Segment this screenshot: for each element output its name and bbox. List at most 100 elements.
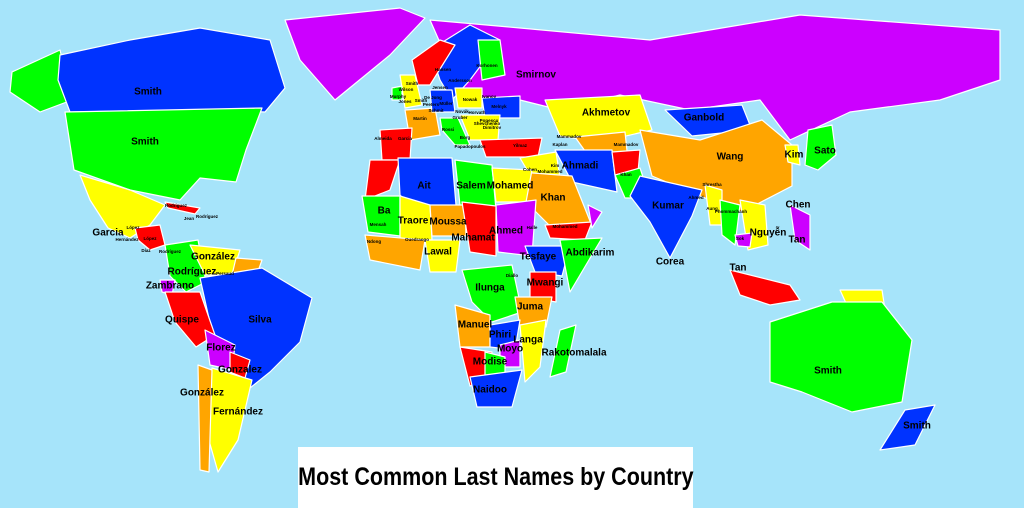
country-name-label: Chen [786,200,811,211]
country-name-label: Rodriguez [165,203,188,208]
country-name-label: Kim [551,163,560,168]
country-name-label: Dimitrov [483,125,502,130]
country-name-label: Jensen [432,85,448,90]
country-niger[interactable] [429,204,467,237]
country-cambodia[interactable] [734,232,753,248]
country-name-label: Garcia [398,136,413,141]
country-name-label: Mohamed [487,181,534,192]
country-usa[interactable] [64,107,263,201]
country-australia[interactable] [769,301,913,413]
country-peru[interactable] [164,291,216,348]
country-cuba[interactable] [164,201,201,215]
country-ukraine[interactable] [481,95,521,119]
country-name-label: Ouedraogo [405,237,429,242]
country-name-label: Moussa [429,217,467,228]
country-name-label: Ndong [367,239,381,244]
country-indonesia[interactable] [729,269,801,306]
countries-layer [9,7,1001,473]
country-name-label: González [191,252,235,263]
country-name-label: Akhmetov [582,108,631,119]
country-norway[interactable] [411,39,456,86]
country-poland[interactable] [454,87,483,109]
country-name-label: Kaplan [552,142,567,147]
country-name-label: Khan [541,193,566,204]
country-thailand[interactable] [719,199,741,246]
country-morocco[interactable] [364,159,401,201]
country-name-label: Tesfaye [520,252,557,263]
country-name-label: Mahamat [451,233,495,244]
country-name-label: López [127,225,141,230]
country-name-label: Jean [184,216,195,221]
country-iberia[interactable] [379,127,413,161]
country-name-label: Halle [527,225,538,230]
country-south-africa[interactable] [469,369,523,408]
country-name-label: Ahmed [489,226,523,237]
country-name-label: Mohammed [552,224,577,229]
country-myanmar[interactable] [704,184,723,226]
country-name-label: Fernández [213,407,263,418]
country-chad[interactable] [461,201,497,257]
country-name-label: Novák [455,109,469,114]
country-ireland[interactable] [391,85,403,101]
country-madagascar[interactable] [549,324,577,378]
country-name-label: Sok [736,236,745,241]
country-name-label: Quispe [165,315,199,326]
country-name-label: González [180,388,224,399]
country-iran[interactable] [554,149,618,193]
country-name-label: Jones [398,99,412,104]
country-finland[interactable] [477,39,506,81]
country-greenland[interactable] [284,7,426,101]
country-name-label: Ilunga [475,283,505,294]
country-india[interactable] [629,175,703,259]
country-canada[interactable] [57,27,286,113]
country-name-label: Zambrano [146,281,194,292]
country-name-label: Wang [717,152,744,163]
country-name-label: Borg [460,135,471,140]
country-name-label: Diallo [506,273,519,278]
country-alaska[interactable] [9,49,73,113]
country-philippines[interactable] [789,204,811,251]
country-name-label: Gruber [452,115,467,120]
country-name-label: Kumar [652,201,684,212]
country-name-label: Shevchenko [474,121,501,126]
country-drc[interactable] [461,264,523,323]
map-title: Most Common Last Names by Country [297,463,694,491]
country-turkey[interactable] [479,137,543,158]
country-name-label: Phommachanh [715,209,748,214]
country-name-label: Ivanov [482,94,497,99]
country-uk[interactable] [399,74,423,109]
country-name-label: Andersson [448,78,472,83]
country-name-label: Ahmed [688,195,704,200]
country-name-label: Müller [439,101,453,106]
country-kenya[interactable] [529,271,557,303]
country-tanzania[interactable] [514,296,553,328]
country-oman[interactable] [587,204,603,229]
country-somalia[interactable] [559,237,603,293]
country-mozambique[interactable] [519,319,547,383]
country-name-label: Martin [413,116,427,121]
country-name-label: Cohen [523,167,537,172]
country-name-label: Kim [785,150,804,161]
country-west-africa[interactable] [364,234,426,271]
country-central-america[interactable] [134,224,166,251]
country-japan[interactable] [804,124,837,171]
country-nigeria[interactable] [424,239,461,273]
country-name-label: De Jong [424,95,442,100]
country-name-label: Abdikarim [566,248,615,259]
labels-layer: Smith Smith Garcia Smirnov Akhmetov Ganbold Wa… [92,63,930,431]
country-name-label: Manuel [458,320,493,331]
country-name-label: Ganbold [684,113,725,124]
country-ethiopia[interactable] [524,245,571,277]
country-name-label: Rodríguez [159,249,182,254]
country-name-label: Smith [406,81,419,86]
country-name-label: Rodríguez [196,214,219,219]
country-argentina[interactable] [205,367,253,473]
country-italy[interactable] [439,117,471,146]
country-korea[interactable] [784,144,801,166]
country-chile[interactable] [197,364,213,473]
country-name-label: Hansen [435,67,452,72]
country-new-zealand[interactable] [879,404,936,451]
country-name-label: Rossi [442,127,454,132]
country-germany[interactable] [429,89,456,113]
country-name-label: Yilmaz [513,143,528,148]
